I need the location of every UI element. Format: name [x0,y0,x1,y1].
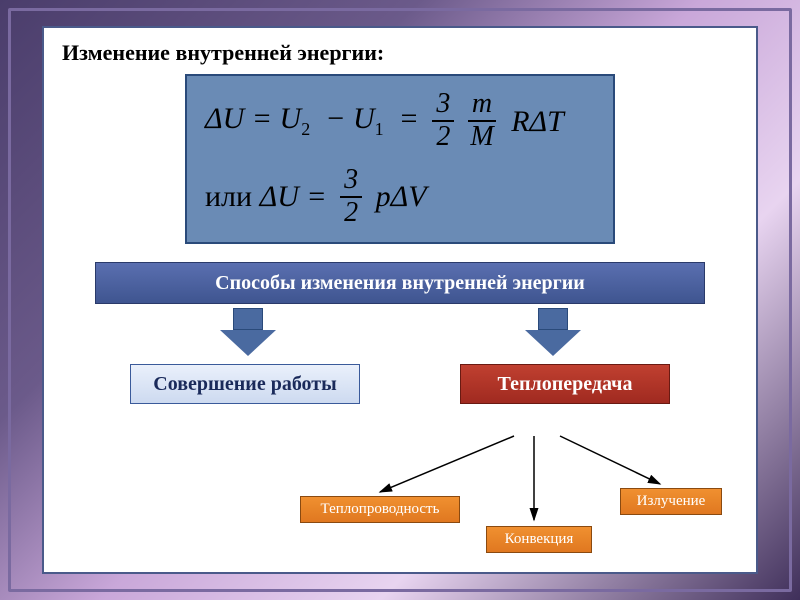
f1-frac2: m M [466,89,497,153]
f1-frac2-num: m [468,89,496,122]
f1-frac1-num: 3 [432,89,454,122]
content-panel: Изменение внутренней энергии: ΔU = U2 − … [42,26,758,574]
sub-box-2: Излучение [620,488,722,515]
arrow-down-left [218,308,278,358]
f2-tail: pΔV [368,180,426,213]
f2-frac: 3 2 [340,165,362,229]
f1-sub2: 2 [301,119,310,139]
f1-frac1: 3 2 [432,89,454,153]
methods-bar: Способы изменения внутренней энергии [95,262,705,304]
page-title: Изменение внутренней энергии: [62,40,738,66]
sub-box-0: Теплопроводность [300,496,460,523]
f1-frac1-den: 2 [432,122,454,153]
box-heat: Теплопередача [460,364,670,404]
f1-lhs: ΔU = U2 − U1 = [205,102,426,140]
f1-tail: RΔT [504,105,564,138]
arrow-down-right [523,308,583,358]
formula-box: ΔU = U2 − U1 = 3 2 m M RΔT или ΔU = 3 2 … [185,74,615,244]
f2-frac-num: 3 [340,165,362,198]
branches-row: Совершение работы Теплопередача [80,364,720,404]
f1-sub1: 1 [375,119,384,139]
f1-frac2-den: M [466,122,497,153]
sub-box-1: Конвекция [486,526,592,553]
thin-arrow-2 [560,436,660,484]
arrows-row [95,308,705,362]
f2-frac-den: 2 [340,198,362,229]
box-work: Совершение работы [130,364,360,404]
f2-prefix: или ΔU = [205,180,334,213]
formula-line-2: или ΔU = 3 2 pΔV [205,165,595,229]
thin-arrow-0 [380,436,514,492]
sub-boxes-layer: Теплопроводность Конвекция Излучение [44,488,756,568]
formula-line-1: ΔU = U2 − U1 = 3 2 m M RΔT [205,89,595,153]
